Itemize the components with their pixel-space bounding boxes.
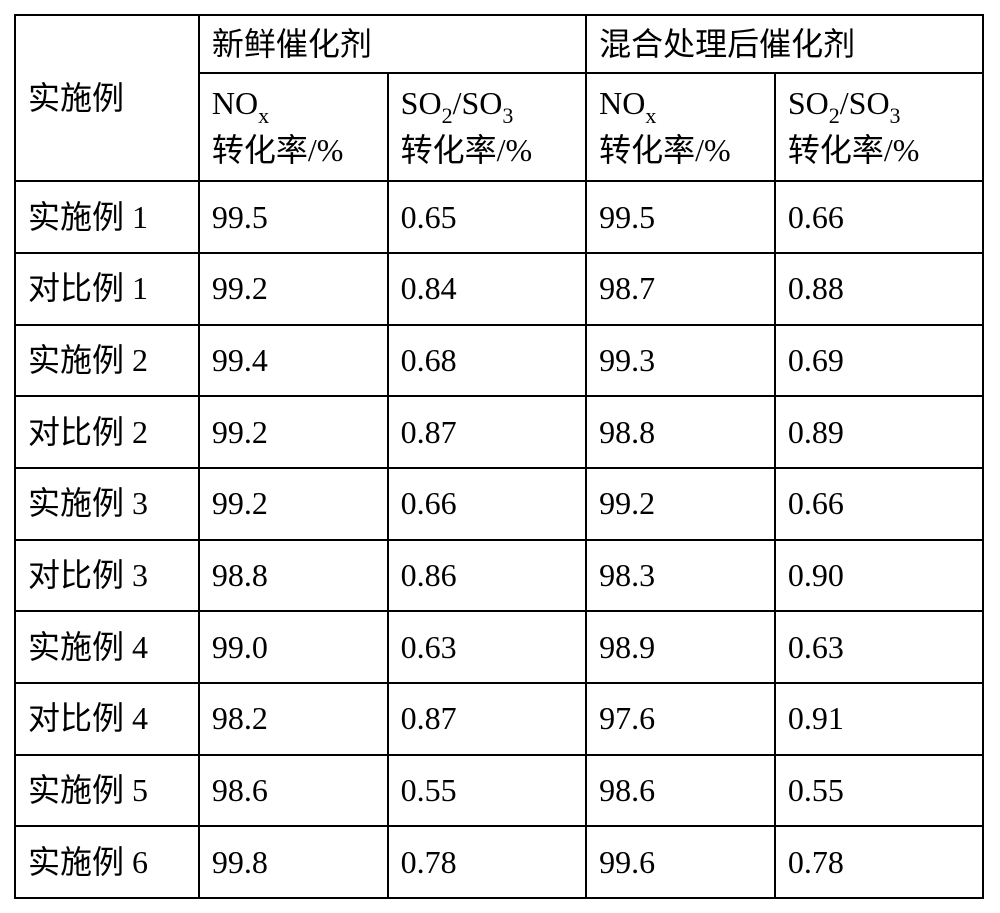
so2-sub: 2	[442, 103, 453, 128]
fresh-nox-cell: 98.8	[199, 540, 388, 612]
table-row: 实施例 598.60.5598.60.55	[15, 755, 983, 827]
fresh-so-cell: 0.86	[388, 540, 586, 612]
fresh-so-cell: 0.63	[388, 611, 586, 683]
conv-text: 转化率/%	[599, 132, 731, 168]
fresh-nox-cell: 99.4	[199, 325, 388, 397]
nox-text: NO	[212, 85, 258, 121]
fresh-nox-cell: 99.2	[199, 468, 388, 540]
treated-nox-cell: 98.7	[586, 253, 775, 325]
table-row: 对比例 398.80.8698.30.90	[15, 540, 983, 612]
conv-text: 转化率/%	[788, 132, 920, 168]
so2-sub: 2	[829, 103, 840, 128]
so3-sub: 3	[890, 103, 901, 128]
header-treated-group: 混合处理后催化剂	[586, 15, 983, 73]
treated-nox-cell: 99.6	[586, 826, 775, 898]
header-fresh-nox: NOx 转化率/%	[199, 73, 388, 181]
row-label: 对比例 2	[15, 396, 199, 468]
table-row: 实施例 499.00.6398.90.63	[15, 611, 983, 683]
row-label: 实施例 4	[15, 611, 199, 683]
header-row-1: 实施例 新鲜催化剂 混合处理后催化剂	[15, 15, 983, 73]
fresh-so-cell: 0.68	[388, 325, 586, 397]
header-fresh-group: 新鲜催化剂	[199, 15, 586, 73]
fresh-nox-cell: 99.2	[199, 396, 388, 468]
treated-so-cell: 0.66	[775, 181, 983, 253]
fresh-so-cell: 0.66	[388, 468, 586, 540]
so3-text: /SO	[840, 85, 890, 121]
so2-text: SO	[788, 85, 829, 121]
table-row: 实施例 699.80.7899.60.78	[15, 826, 983, 898]
treated-so-cell: 0.55	[775, 755, 983, 827]
fresh-so-cell: 0.65	[388, 181, 586, 253]
conv-text: 转化率/%	[212, 132, 344, 168]
fresh-so-cell: 0.84	[388, 253, 586, 325]
row-label: 对比例 4	[15, 683, 199, 755]
table-row: 对比例 199.20.8498.70.88	[15, 253, 983, 325]
fresh-nox-cell: 99.8	[199, 826, 388, 898]
table-row: 对比例 299.20.8798.80.89	[15, 396, 983, 468]
row-label: 对比例 3	[15, 540, 199, 612]
fresh-nox-cell: 98.6	[199, 755, 388, 827]
treated-so-cell: 0.89	[775, 396, 983, 468]
treated-so-cell: 0.88	[775, 253, 983, 325]
treated-nox-cell: 98.9	[586, 611, 775, 683]
table-row: 实施例 199.50.6599.50.66	[15, 181, 983, 253]
fresh-so-cell: 0.78	[388, 826, 586, 898]
header-example: 实施例	[15, 15, 199, 181]
treated-so-cell: 0.69	[775, 325, 983, 397]
so2-text: SO	[401, 85, 442, 121]
header-treated-so: SO2/SO3 转化率/%	[775, 73, 983, 181]
row-label: 实施例 2	[15, 325, 199, 397]
treated-so-cell: 0.78	[775, 826, 983, 898]
header-fresh-so: SO2/SO3 转化率/%	[388, 73, 586, 181]
row-label: 对比例 1	[15, 253, 199, 325]
row-label: 实施例 5	[15, 755, 199, 827]
fresh-so-cell: 0.55	[388, 755, 586, 827]
treated-nox-cell: 98.8	[586, 396, 775, 468]
fresh-nox-cell: 98.2	[199, 683, 388, 755]
treated-so-cell: 0.91	[775, 683, 983, 755]
so3-sub: 3	[502, 103, 513, 128]
table-body: 实施例 199.50.6599.50.66对比例 199.20.8498.70.…	[15, 181, 983, 898]
treated-nox-cell: 97.6	[586, 683, 775, 755]
so3-text: /SO	[453, 85, 503, 121]
fresh-nox-cell: 99.0	[199, 611, 388, 683]
treated-nox-cell: 99.3	[586, 325, 775, 397]
catalyst-table-container: 实施例 新鲜催化剂 混合处理后催化剂 NOx 转化率/% SO2/SO3 转化率…	[0, 0, 1000, 913]
treated-so-cell: 0.63	[775, 611, 983, 683]
nox-sub: x	[258, 103, 269, 128]
row-label: 实施例 6	[15, 826, 199, 898]
table-row: 对比例 498.20.8797.60.91	[15, 683, 983, 755]
header-treated-nox: NOx 转化率/%	[586, 73, 775, 181]
row-label: 实施例 3	[15, 468, 199, 540]
table-row: 实施例 299.40.6899.30.69	[15, 325, 983, 397]
fresh-nox-cell: 99.5	[199, 181, 388, 253]
nox-text: NO	[599, 85, 645, 121]
treated-nox-cell: 99.5	[586, 181, 775, 253]
treated-so-cell: 0.66	[775, 468, 983, 540]
treated-so-cell: 0.90	[775, 540, 983, 612]
treated-nox-cell: 98.6	[586, 755, 775, 827]
fresh-nox-cell: 99.2	[199, 253, 388, 325]
fresh-so-cell: 0.87	[388, 683, 586, 755]
row-label: 实施例 1	[15, 181, 199, 253]
conv-text: 转化率/%	[401, 132, 533, 168]
catalyst-table: 实施例 新鲜催化剂 混合处理后催化剂 NOx 转化率/% SO2/SO3 转化率…	[14, 14, 984, 899]
nox-sub: x	[645, 103, 656, 128]
treated-nox-cell: 99.2	[586, 468, 775, 540]
treated-nox-cell: 98.3	[586, 540, 775, 612]
table-row: 实施例 399.20.6699.20.66	[15, 468, 983, 540]
fresh-so-cell: 0.87	[388, 396, 586, 468]
